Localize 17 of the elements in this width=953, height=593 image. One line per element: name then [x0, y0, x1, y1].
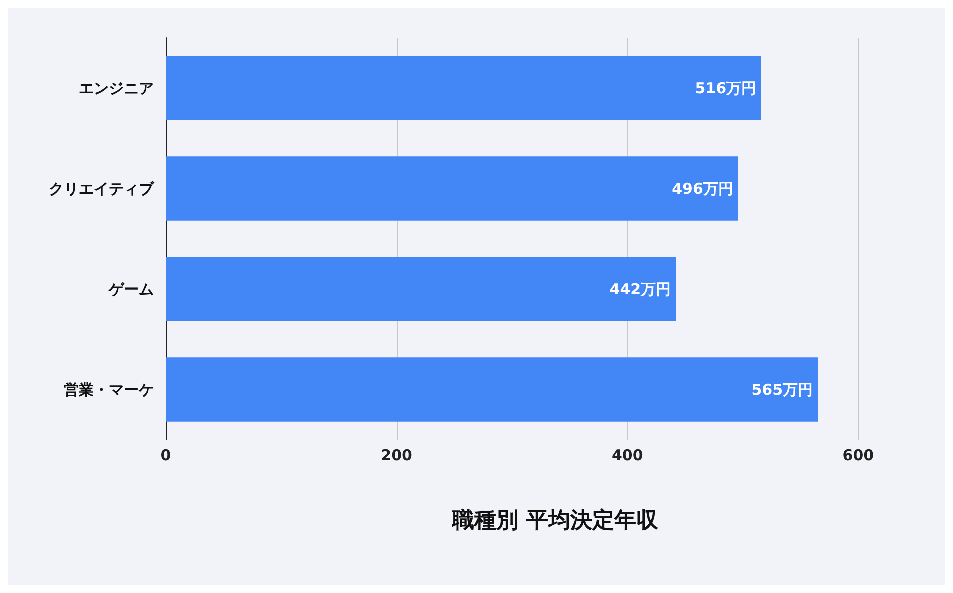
y-tick-label: エンジニア [79, 79, 154, 98]
x-tick-label: 200 [381, 446, 412, 464]
bar [166, 156, 738, 221]
y-tick-label: 営業・マーケ [64, 380, 154, 399]
x-axis-title: 職種別 平均決定年収 [452, 508, 660, 534]
bar [166, 358, 818, 422]
y-tick-label: クリエイティブ [49, 180, 155, 198]
x-tick-label: 400 [612, 446, 644, 464]
data-label: 516万円 [695, 79, 756, 98]
bar [166, 257, 676, 322]
data-label: 496万円 [672, 180, 734, 198]
data-label: 565万円 [752, 380, 814, 399]
x-tick-label: 0 [160, 446, 172, 464]
data-label: 442万円 [610, 280, 672, 298]
y-tick-label: ゲーム [108, 280, 154, 298]
bar [166, 56, 762, 120]
x-tick-label: 600 [842, 446, 874, 464]
